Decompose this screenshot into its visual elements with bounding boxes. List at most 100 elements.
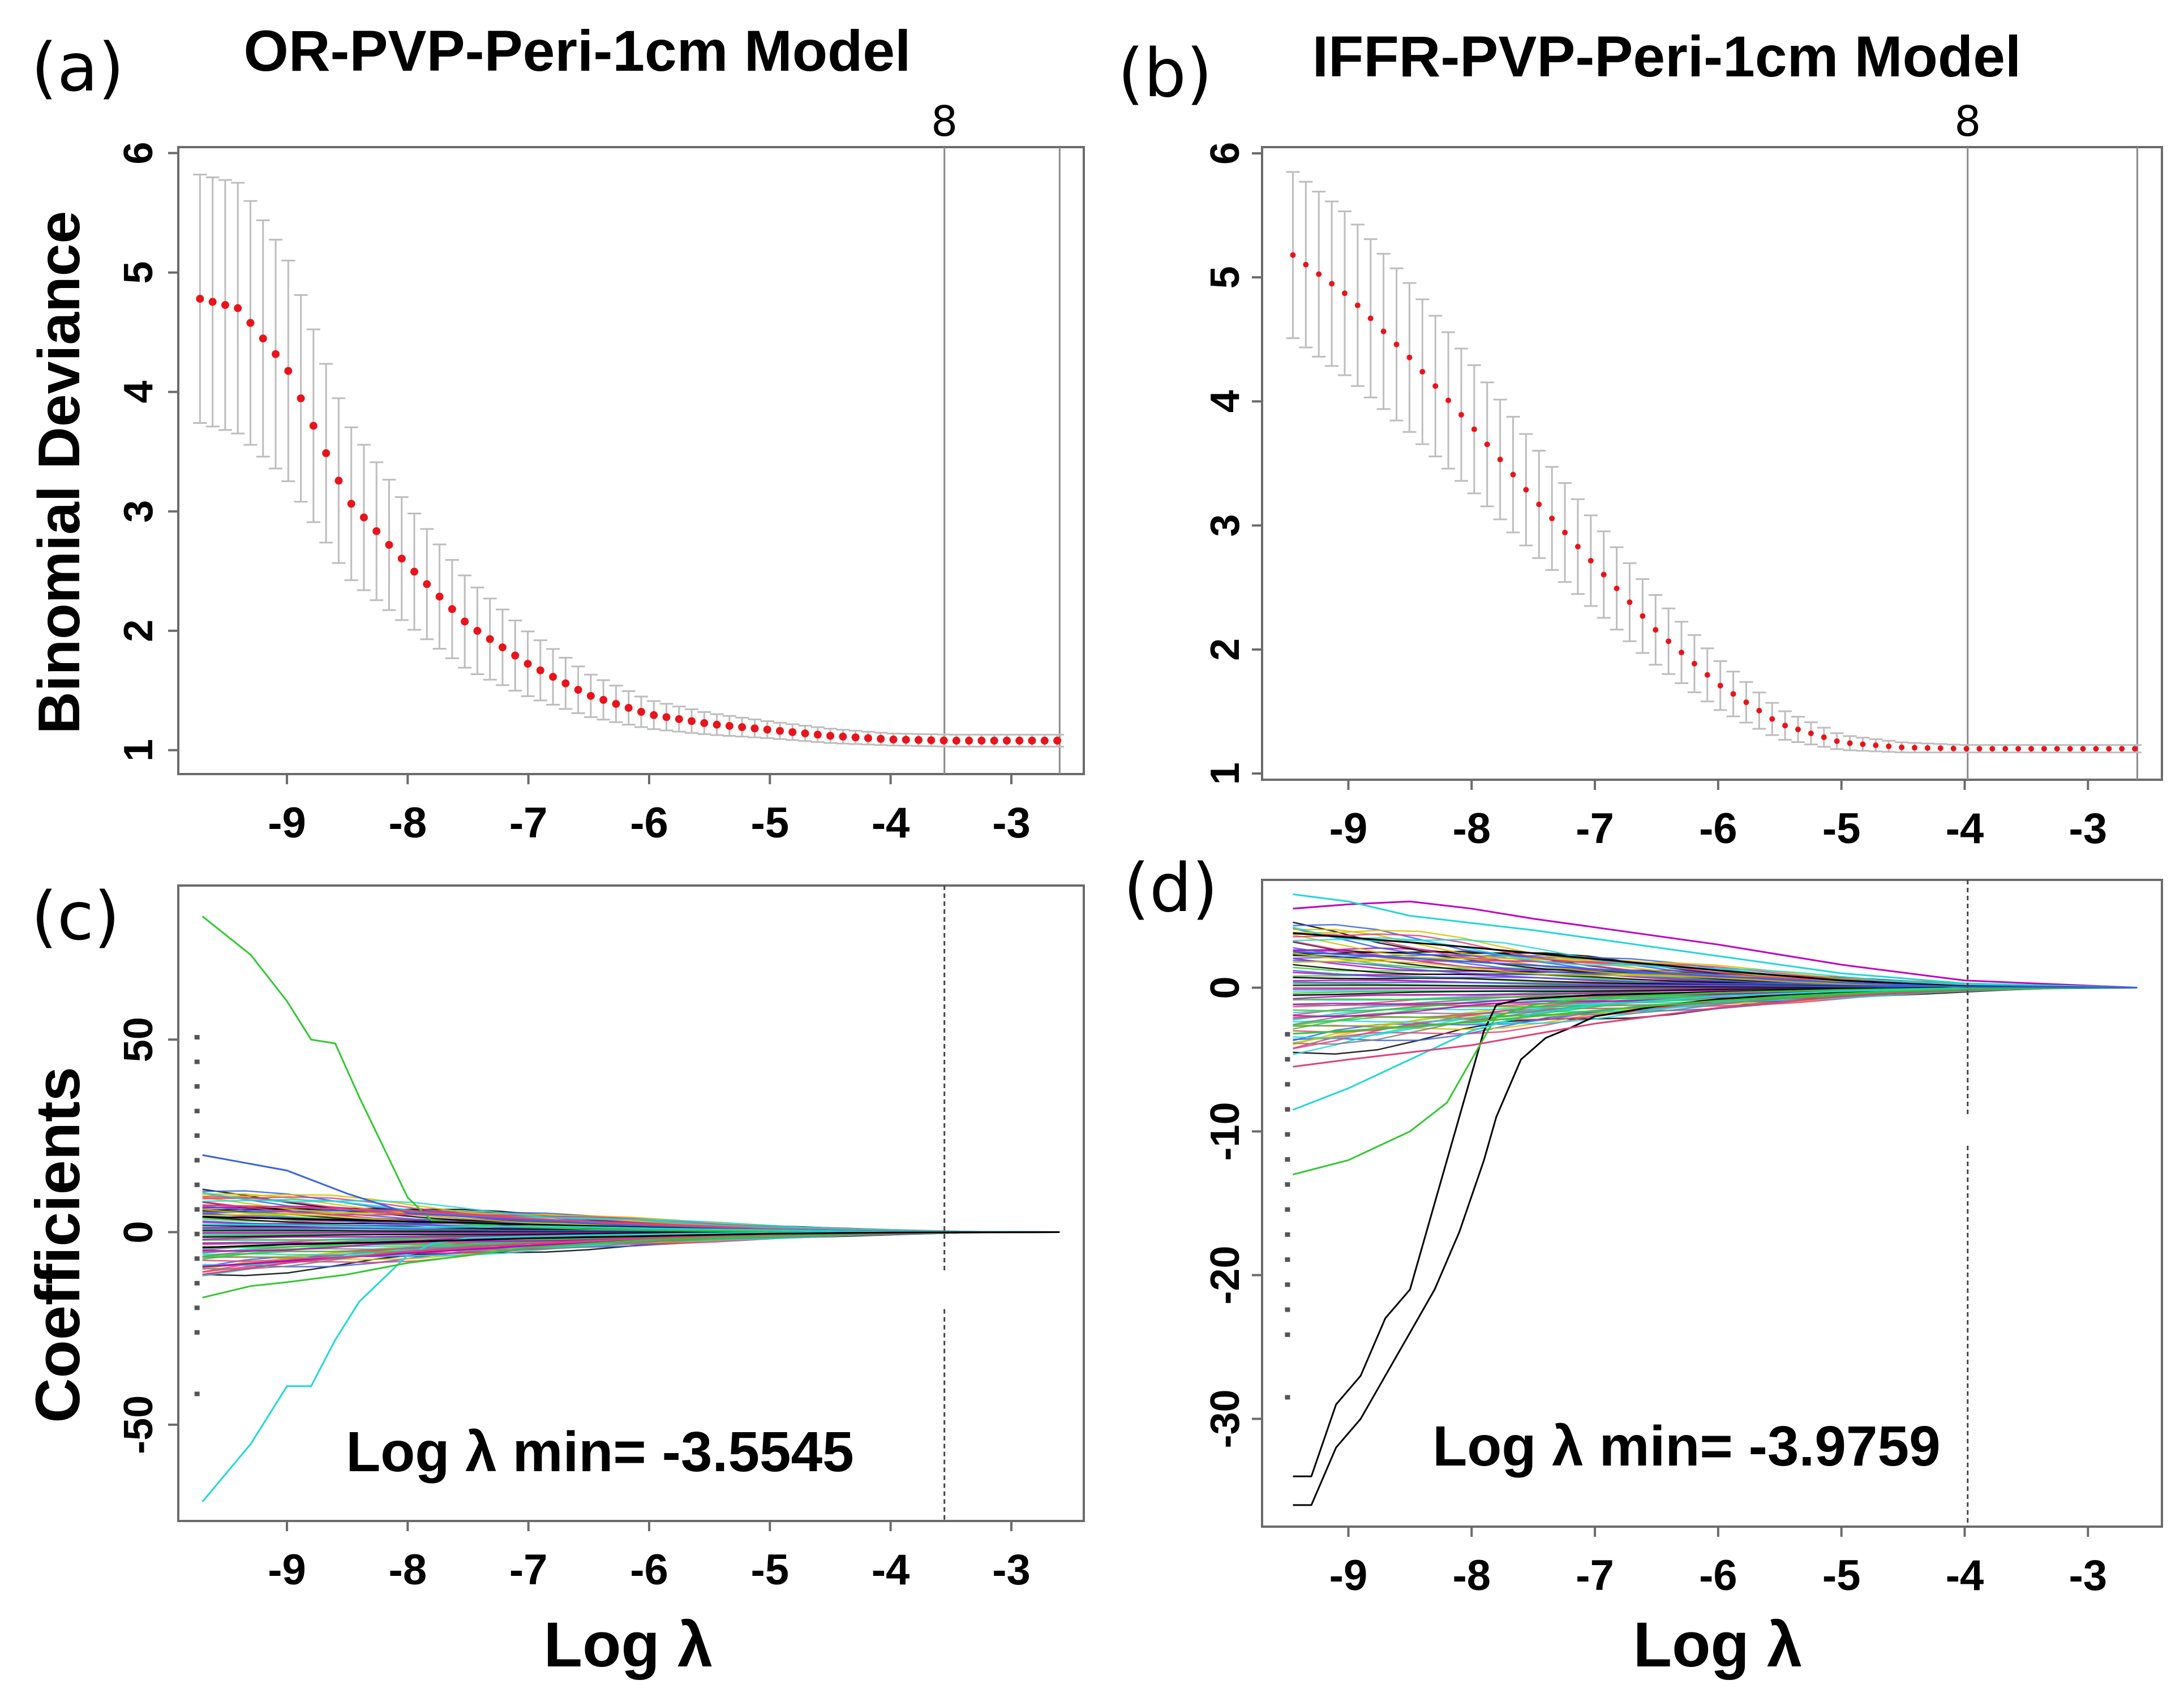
panel-a-deviance-point	[763, 725, 771, 734]
panel-b-deviance-point	[1963, 746, 1970, 752]
panel-a-deviance-point	[813, 731, 822, 739]
panel-a-deviance-point	[1028, 736, 1036, 745]
panel-b-deviance-point	[1743, 699, 1749, 706]
panel-a-deviance-point	[700, 719, 709, 727]
panel-d-path-index-marker	[1285, 1332, 1290, 1337]
panel-b-deviance-point	[1367, 315, 1374, 321]
panel-b-deviance-point	[1614, 585, 1620, 591]
panel-a-deviance-point	[208, 298, 217, 306]
panel-b-deviance-point	[1510, 471, 1516, 478]
panel-b-deviance-plot: (b) IFFR-PVP-Peri-1cm Model -9 -8 -7 -6 -5 -4…	[1118, 24, 2163, 853]
panel-d-coefficient-path-8	[1293, 987, 2138, 1035]
panel-b-deviance-point	[1795, 727, 1801, 733]
panel-a-deviance-point	[939, 736, 948, 745]
panel-c-x-axis-title: Log λ	[544, 1609, 713, 1680]
panel-b-deviance-point	[2093, 746, 2099, 752]
panel-b-deviance-point	[1976, 746, 1983, 752]
panel-a-deviance-point	[637, 708, 646, 716]
panel-d-path-index-marker	[1285, 1032, 1290, 1037]
panel-b-nonzero-count-label-0: 8	[1954, 97, 1981, 146]
panel-d-x-tick-label-1: -8	[1452, 1552, 1491, 1600]
panel-c-log-lambda-min-annotation: Log λ min= -3.5545	[346, 1420, 854, 1484]
panel-b-deviance-point	[1419, 368, 1426, 375]
panel-b-deviance-point	[1937, 745, 1943, 751]
panel-a-deviance-point	[297, 394, 305, 402]
panel-d-path-index-marker	[1285, 1082, 1290, 1087]
panel-b-deviance-point	[1886, 743, 1892, 749]
panel-a-deviance-point	[952, 736, 960, 745]
panel-d-path-index-marker	[1285, 1107, 1290, 1112]
panel-d-coefficient-path-4	[1293, 900, 2138, 989]
panel-b-x-tick-label-1: -8	[1452, 805, 1491, 853]
panel-a-deviance-point	[877, 734, 885, 743]
panel-a-deviance-point	[536, 666, 544, 674]
panel-c-y-axis-title: Coefficients	[23, 1067, 93, 1423]
panel-b-deviance-point	[1523, 487, 1529, 493]
panel-a-deviance-point	[839, 732, 847, 741]
panel-c-path-index-marker	[194, 1035, 200, 1040]
panel-d-path-index-marker	[1285, 1257, 1290, 1262]
panel-a-deviance-point	[864, 734, 872, 742]
panel-d-x-tick-label-2: -7	[1576, 1552, 1614, 1600]
panel-b-deviance-point	[1834, 738, 1840, 744]
panel-b-deviance-point	[1393, 341, 1400, 347]
panel-c-path-index-marker	[194, 1391, 200, 1396]
panel-c-path-index-marker	[194, 1305, 200, 1310]
panel-b-deviance-point	[2132, 746, 2138, 752]
panel-d-path-index-marker	[1285, 1207, 1290, 1212]
panel-a-deviance-point	[259, 334, 267, 343]
panel-b-x-tick-label-2: -7	[1576, 805, 1614, 853]
panel-c-x-tick-label-6: -3	[992, 1546, 1031, 1594]
panel-d-coefficient-path-5	[1293, 893, 2138, 989]
panel-a-deviance-point	[524, 660, 532, 668]
panel-a-deviance-point	[272, 350, 280, 358]
panel-d-x-tick-label-6: -3	[2069, 1552, 2108, 1600]
panel-b-deviance-point	[1873, 742, 1879, 749]
panel-a-deviance-point	[410, 568, 419, 576]
panel-a-deviance-point	[738, 723, 746, 732]
panel-d-coefficient-path-7	[1293, 932, 2138, 989]
panel-b-x-tick-label-4: -5	[1822, 805, 1861, 853]
panel-d-y-tick-label-2: -10	[1203, 1102, 1248, 1161]
panel-a-deviance-point	[725, 721, 733, 730]
panel-a-deviance-point	[788, 728, 797, 736]
panel-c-plot-frame	[177, 884, 1085, 1522]
panel-d-x-tick-label-4: -5	[1822, 1552, 1861, 1600]
panel-b-deviance-point	[1756, 707, 1762, 714]
panel-b-deviance-point	[1912, 745, 1918, 751]
panel-a-deviance-point	[1015, 736, 1024, 745]
panel-a-deviance-point	[372, 527, 381, 535]
panel-a-y-axis-title: Binomial Deviance	[27, 211, 92, 734]
panel-b-deviance-point	[1989, 746, 1996, 752]
panel-d-path-index-marker	[1285, 1307, 1290, 1312]
panel-c-path-index-marker	[194, 1158, 200, 1163]
panel-a-deviance-point	[234, 304, 242, 312]
panel-a-x-tick-label-4: -5	[751, 799, 789, 847]
panel-d-path-index-marker	[1285, 1057, 1290, 1062]
panel-d-label: (d)	[1123, 849, 1218, 927]
panel-b-deviance-point	[1471, 426, 1477, 432]
panel-a-deviance-point	[612, 699, 620, 708]
panel-c-x-tick-label-0: -9	[268, 1546, 306, 1594]
panel-c-path-index-marker	[194, 1330, 200, 1335]
panel-c-x-tick-label-5: -4	[872, 1546, 910, 1594]
panel-c-coefficient-path-0	[201, 916, 1060, 1233]
panel-b-deviance-point	[2041, 746, 2047, 752]
panel-c-x-tick-label-4: -5	[751, 1546, 789, 1594]
panel-a-y-tick-label-1: 2	[116, 620, 161, 642]
panel-c-coefficient-path	[202, 1198, 1060, 1233]
panel-b-deviance-point	[1691, 660, 1697, 667]
panel-b-title: IFFR-PVP-Peri-1cm Model	[1312, 24, 2022, 89]
panel-b-deviance-point	[1549, 515, 1555, 522]
panel-a-plot-area: -9 -8 -7 -6 -5 -4 -3 1 2 3 4 5 6 8	[116, 97, 1065, 847]
panel-c-path-index-marker	[194, 1256, 200, 1261]
panel-b-x-tick-label-5: -4	[1946, 805, 1984, 853]
panel-a-deviance-point	[977, 736, 986, 745]
panel-a-deviance-point	[359, 513, 368, 522]
panel-c-path-index-marker	[194, 1281, 200, 1286]
panel-b-deviance-point	[1303, 261, 1309, 268]
panel-a-plot-frame	[177, 146, 1085, 775]
panel-a-deviance-point	[650, 711, 658, 719]
panel-b-deviance-point	[1717, 682, 1723, 689]
